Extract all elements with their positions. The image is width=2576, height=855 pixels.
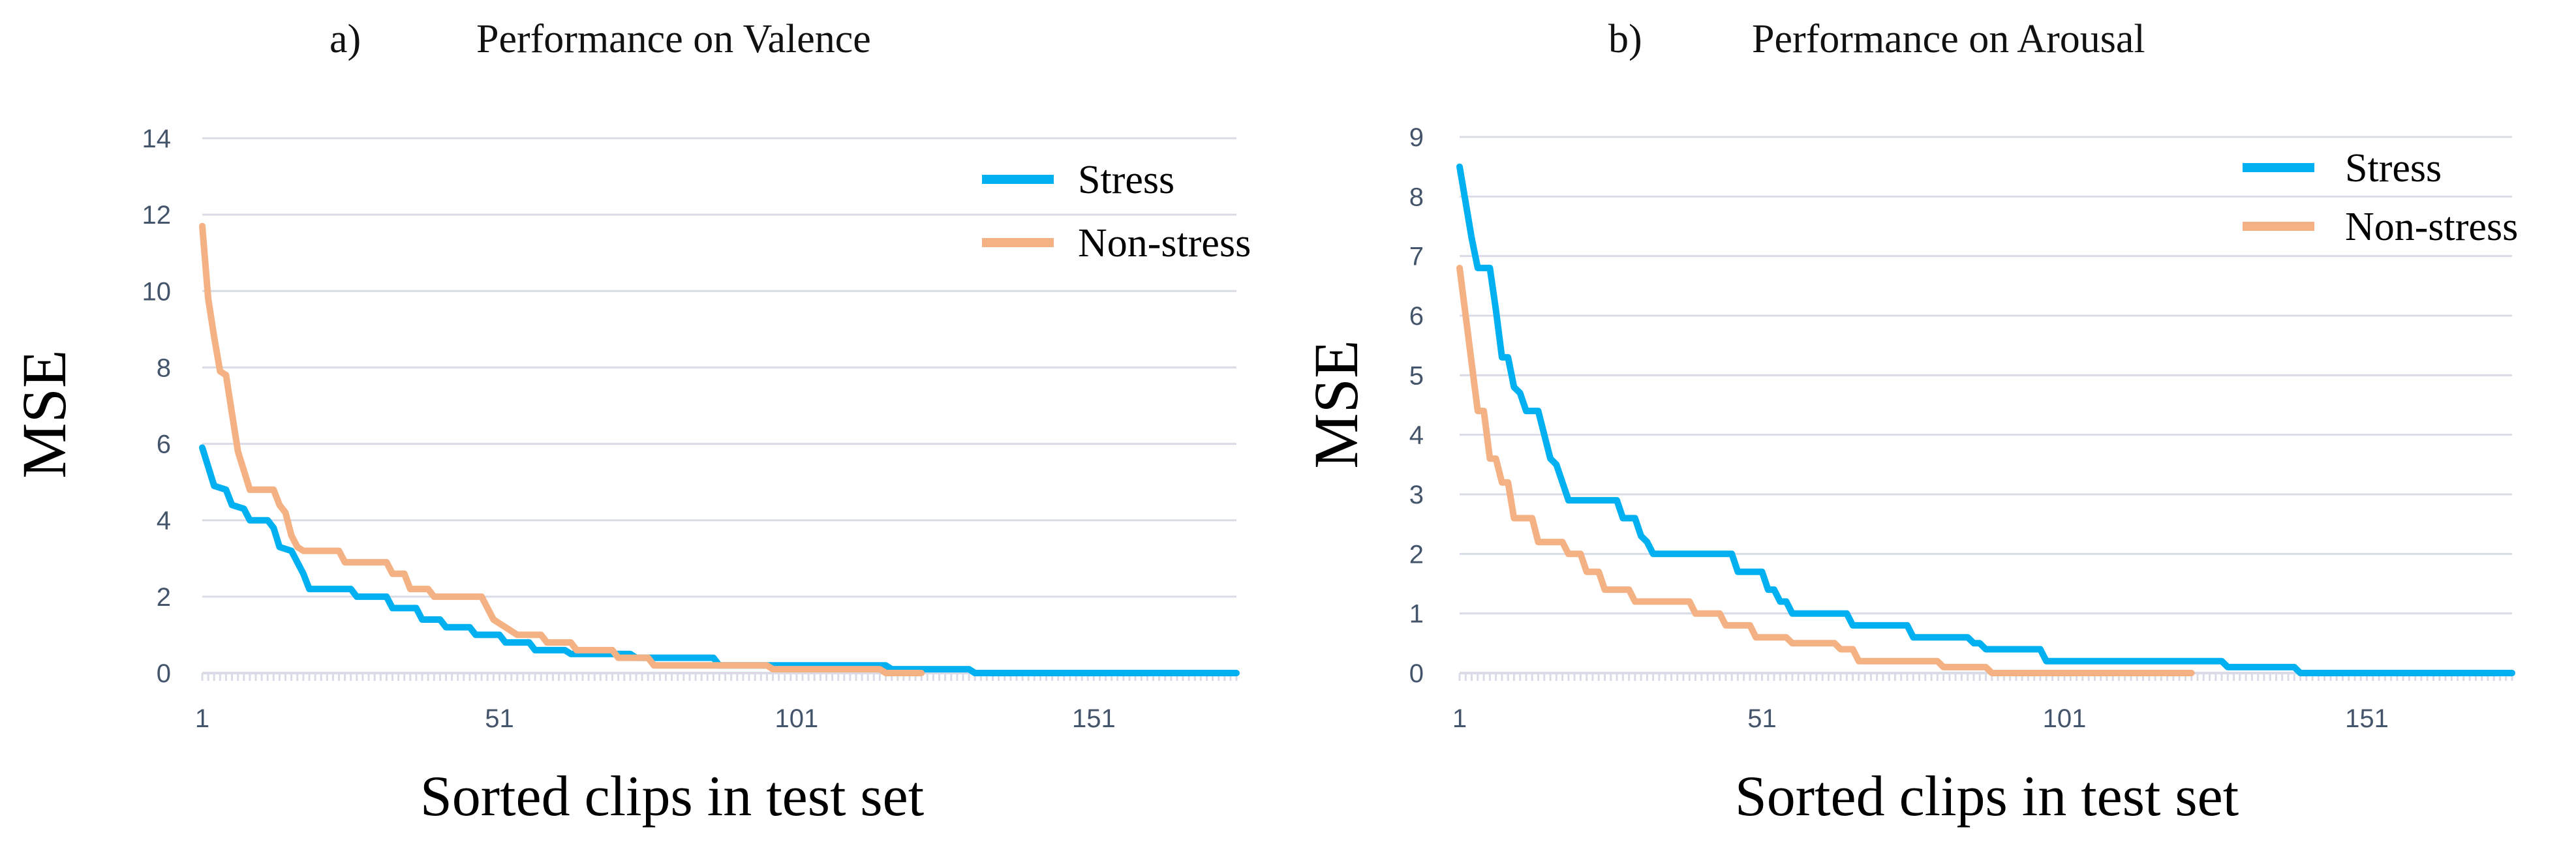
panel-a-series-non-stress <box>199 222 925 676</box>
panel-a-legend-label-non-stress: Non-stress <box>1078 221 1251 265</box>
panel-b-legend-label-stress: Stress <box>2345 146 2442 190</box>
panel-b-ytick-label: 6 <box>1409 302 1424 331</box>
panel-a-legend: Stress Non-stress <box>982 158 1251 265</box>
panel-b-x-axis-label: Sorted clips in test set <box>1735 765 2239 828</box>
panel-a-xtick-label: 101 <box>775 704 819 733</box>
panel-a-title: Performance on Valence <box>476 17 871 61</box>
panel-a-xtick-label: 151 <box>1072 704 1116 733</box>
panel-a-series <box>199 222 1240 676</box>
panel-a-ytick-label: 12 <box>142 201 172 230</box>
panel-a-letter: a) <box>330 17 361 61</box>
panel-b-series-non-stress <box>1456 264 2195 676</box>
panel-b-ytick-label: 0 <box>1409 659 1424 688</box>
panel-a-ytick-label: 8 <box>157 353 171 382</box>
panel-b-title: Performance on Arousal <box>1752 17 2145 61</box>
panel-b-y-axis-label: MSE <box>1301 340 1371 468</box>
panel-a-xtick-label: 51 <box>485 704 514 733</box>
panel-b-x-ticks: 1 51 101 151 <box>1452 704 2389 733</box>
panel-b-ytick-label: 8 <box>1409 183 1424 211</box>
panel-a-legend-label-stress: Stress <box>1078 158 1174 202</box>
panel-b-ytick-label: 1 <box>1409 600 1424 629</box>
panel-a-valence: a) Performance on Valence MSE Sorted cli… <box>9 17 1251 828</box>
panel-b-xtick-label: 151 <box>2345 704 2389 733</box>
panel-a-ytick-label: 4 <box>157 507 171 535</box>
panel-a-xtick-label: 1 <box>195 704 209 733</box>
panel-a-ytick-label: 14 <box>142 125 172 153</box>
panel-b-series-stress <box>1456 163 2515 676</box>
panel-b-ytick-label: 3 <box>1409 481 1424 509</box>
panel-a-x-ticks: 1 51 101 151 <box>195 704 1116 733</box>
panel-b-xtick-label: 101 <box>2043 704 2087 733</box>
panel-b-letter: b) <box>1608 17 1642 61</box>
panel-a-series-stress <box>199 444 1240 676</box>
panel-a-ytick-label: 2 <box>157 583 171 612</box>
panel-a-ytick-label: 0 <box>157 659 171 688</box>
panel-a-ytick-label: 6 <box>157 430 171 459</box>
panel-b-y-ticks: 0 1 2 3 4 5 6 7 8 9 <box>1409 123 1424 688</box>
panel-b-xtick-label: 1 <box>1452 704 1467 733</box>
panel-b-legend-label-non-stress: Non-stress <box>2345 205 2518 249</box>
panel-b-x-minor-ticks <box>1458 673 2513 681</box>
panel-b-legend: Stress Non-stress <box>2243 146 2518 249</box>
panel-a-ytick-label: 10 <box>142 277 172 306</box>
panel-b-xtick-label: 51 <box>1747 704 1777 733</box>
panel-a-y-ticks: 0 2 4 6 8 10 12 14 <box>142 125 172 688</box>
panel-b-arousal: b) Performance on Arousal MSE Sorted cli… <box>1301 17 2518 828</box>
panel-b-ytick-label: 4 <box>1409 421 1424 450</box>
panel-a-x-minor-ticks <box>201 673 1238 681</box>
panel-b-ytick-label: 7 <box>1409 243 1424 271</box>
panel-b-series <box>1456 163 2515 676</box>
panel-a-x-axis-label: Sorted clips in test set <box>420 765 924 828</box>
panel-b-ytick-label: 9 <box>1409 123 1424 152</box>
panel-b-ytick-label: 2 <box>1409 540 1424 569</box>
panel-b-ytick-label: 5 <box>1409 361 1424 390</box>
panel-a-y-axis-label: MSE <box>9 350 79 478</box>
panel-b-grid <box>1458 136 2513 681</box>
